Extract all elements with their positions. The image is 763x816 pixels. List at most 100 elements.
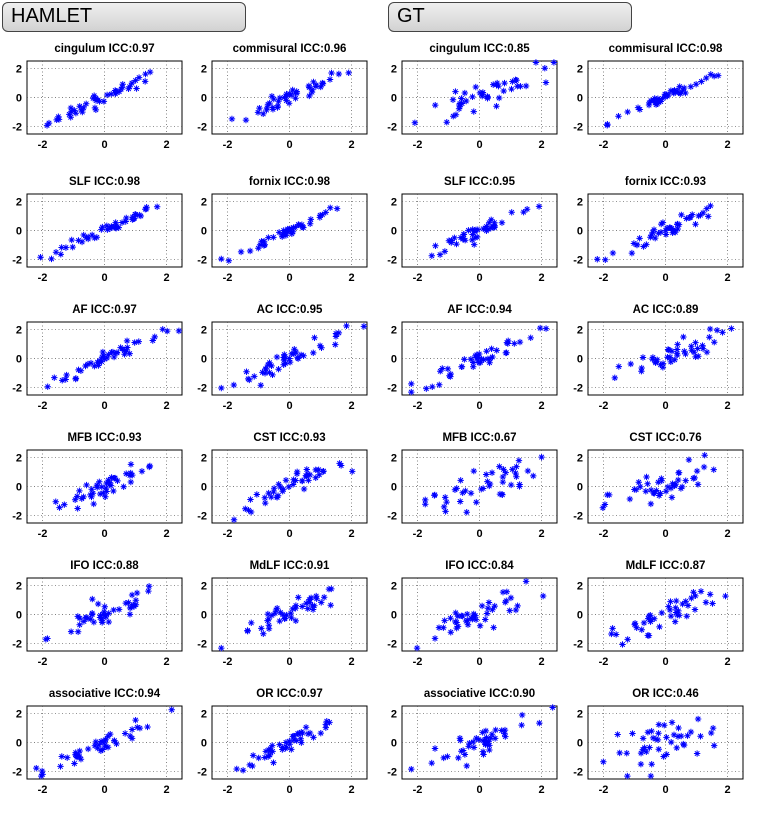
data-point <box>270 485 278 492</box>
data-point <box>466 739 473 747</box>
y-tick-label: -2 <box>12 767 22 779</box>
y-tick-label: -2 <box>12 122 22 134</box>
data-point <box>58 244 65 251</box>
x-tick-label: -2 <box>38 656 48 668</box>
data-point <box>98 483 105 491</box>
data-point <box>464 621 472 628</box>
data-point <box>45 119 53 127</box>
data-point <box>693 467 701 475</box>
data-point <box>64 754 71 761</box>
data-point <box>649 734 657 742</box>
data-point <box>322 724 330 731</box>
data-point <box>470 744 478 751</box>
data-point <box>260 630 267 637</box>
data-point <box>278 231 285 239</box>
y-tick-label: 2 <box>201 63 207 75</box>
data-point <box>485 219 493 226</box>
data-point <box>283 744 290 751</box>
scatter-panel: AF ICC:0.97 -2 0 2 -2 0 2 <box>12 304 183 412</box>
data-point <box>655 730 662 737</box>
x-tick-label: -2 <box>599 656 609 668</box>
data-point <box>53 116 60 124</box>
scatter-panel: IFO ICC:0.84 -2 0 2 -2 0 2 <box>387 560 558 668</box>
data-point <box>483 610 491 617</box>
data-point <box>649 229 656 236</box>
data-point <box>305 477 312 484</box>
data-point <box>59 377 66 384</box>
data-point <box>458 748 465 755</box>
x-tick-label: 0 <box>101 784 107 796</box>
data-point <box>145 587 152 595</box>
data-point <box>666 606 674 614</box>
data-point <box>249 762 256 770</box>
panel-title: commisural ICC:0.96 <box>233 43 347 55</box>
x-tick-label: -2 <box>223 139 233 151</box>
data-point <box>292 477 299 484</box>
data-point <box>75 237 82 244</box>
scatter-panel: MdLF ICC:0.91 -2 0 2 -2 0 2 <box>197 560 368 668</box>
y-tick-label: 0 <box>16 738 22 750</box>
scatter-panel: associative ICC:0.94 -2 0 2 -2 0 2 <box>12 688 183 796</box>
data-point <box>482 727 490 735</box>
x-tick-label: -2 <box>599 784 609 796</box>
data-point <box>504 337 512 345</box>
x-tick-label: 2 <box>348 272 354 284</box>
data-point <box>685 456 693 464</box>
data-point <box>93 481 101 489</box>
panel-title: SLF ICC:0.98 <box>69 176 141 188</box>
data-point <box>476 622 484 629</box>
y-tick-label: -2 <box>573 767 583 779</box>
y-tick-label: 0 <box>391 93 397 105</box>
x-tick-label: 2 <box>538 784 544 796</box>
x-tick-label: 0 <box>662 656 668 668</box>
data-point <box>328 585 335 593</box>
data-point <box>459 747 467 754</box>
panel-title: OR ICC:0.97 <box>256 688 322 700</box>
x-tick-label: 2 <box>724 656 730 668</box>
data-point <box>218 644 225 652</box>
data-point <box>293 88 300 95</box>
data-point <box>360 323 368 330</box>
data-point <box>647 486 655 494</box>
data-point <box>667 484 675 492</box>
data-point <box>275 366 282 373</box>
data-point <box>482 225 490 232</box>
data-point <box>422 496 429 504</box>
data-point <box>92 106 100 114</box>
data-point <box>131 214 138 222</box>
data-point <box>126 472 134 479</box>
data-point <box>422 501 429 508</box>
data-point <box>490 624 497 631</box>
data-point <box>451 234 458 242</box>
data-point <box>470 467 477 475</box>
data-point <box>667 598 674 605</box>
data-point <box>76 621 83 628</box>
data-point <box>266 369 273 376</box>
panel-title: MdLF ICC:0.91 <box>250 560 330 572</box>
data-point <box>454 623 462 630</box>
data-point <box>469 93 476 101</box>
data-point <box>275 98 282 105</box>
data-point <box>508 85 515 93</box>
data-point <box>486 359 493 366</box>
data-point <box>128 735 136 742</box>
data-point <box>633 486 640 493</box>
data-point <box>636 235 643 242</box>
data-point <box>328 69 335 77</box>
data-point <box>500 466 507 473</box>
data-point <box>679 600 686 608</box>
panel-title: OR ICC:0.46 <box>632 688 698 700</box>
data-point <box>159 326 166 333</box>
data-point <box>629 730 636 737</box>
data-point <box>637 483 644 490</box>
data-point <box>52 248 60 256</box>
data-point <box>88 609 96 617</box>
data-point <box>91 362 98 370</box>
data-point <box>142 70 149 78</box>
data-point <box>663 751 670 758</box>
data-point <box>699 342 706 349</box>
data-point <box>280 354 287 361</box>
data-point <box>121 351 128 358</box>
data-point <box>423 385 430 392</box>
data-point <box>710 72 718 80</box>
